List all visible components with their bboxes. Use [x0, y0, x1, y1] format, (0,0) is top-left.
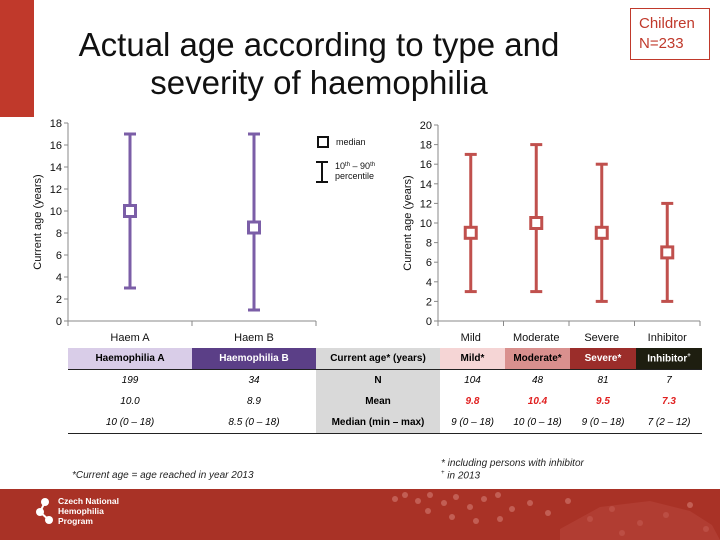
table-cell: 9.5	[596, 396, 610, 407]
y-tick-label: 20	[420, 120, 432, 132]
table-cell: 104	[464, 375, 481, 386]
y-tick-label: 8	[426, 238, 432, 250]
table-cell: 9 (0 – 18)	[570, 412, 636, 434]
badge-line-2: N=233	[639, 35, 684, 52]
charts-canvas: 0 2 4 6 8 10 12 14 16 18 Haem A Haem B Current age (…	[32, 118, 701, 344]
table-cell: 48	[531, 375, 544, 386]
table-cell: 9.8	[465, 396, 480, 407]
table-cell: 10.4	[527, 396, 548, 407]
header-haem-a: Haemophilia A	[68, 348, 192, 370]
y-tick-label: 16	[420, 159, 432, 171]
page-title: Actual age according to type and severit…	[34, 26, 604, 102]
footer-bar: Czech National Hemophilia Program	[0, 489, 720, 540]
title-line-1: Actual age according to type and	[78, 26, 560, 63]
header-moderate: Moderate*	[505, 348, 570, 370]
footnote-current-age: *Current age = age reached in year 2013	[72, 470, 254, 481]
y-tick-label: 18	[50, 118, 62, 130]
program-name: Czech National Hemophilia Program	[58, 496, 119, 526]
category-label: Mild	[461, 332, 481, 344]
header-haem-b: Haemophilia B	[192, 348, 316, 370]
y-tick-label: 6	[56, 250, 62, 262]
stats-table: Haemophilia A Haemophilia B Current age*…	[68, 348, 702, 434]
y-tick-label: 10	[420, 218, 432, 230]
program-logo-icon	[36, 498, 53, 524]
header-current-age: Current age* (years)	[316, 348, 440, 370]
table-cell: 8.5 (0 – 18)	[192, 412, 316, 434]
table-cell: 34	[248, 375, 260, 386]
y-tick-label: 16	[50, 140, 62, 152]
table-row-mean: 10.0 8.9 Mean 9.8 10.4 9.5 7.3	[68, 391, 702, 412]
table-cell: 9 (0 – 18)	[440, 412, 505, 434]
legend-percentile-line1: 10th – 90th	[335, 161, 375, 171]
right-chart-severity: 0 2 4 6 8 10 12 14 16 18 20 Mild Moderate Severe Inhib…	[402, 120, 701, 344]
row-label-n: N	[316, 369, 440, 391]
table-cell: 10 (0 – 18)	[505, 412, 570, 434]
table-row-median: 10 (0 – 18) 8.5 (0 – 18) Median (min – m…	[68, 412, 702, 434]
y-tick-label: 10	[50, 206, 62, 218]
median-marker	[247, 220, 261, 235]
median-marker	[594, 225, 609, 240]
percentile-legend-marker	[316, 161, 328, 183]
header-mild: Mild*	[440, 348, 505, 370]
median-marker	[660, 245, 675, 260]
category-label: Moderate	[513, 332, 559, 344]
table-row-n: 199 34 N 104 48 81 7	[68, 369, 702, 391]
badge-line-1: Children	[639, 15, 695, 32]
y-tick-label: 2	[56, 294, 62, 306]
table-cell: 81	[597, 375, 609, 386]
table-cell: 10 (0 – 18)	[68, 412, 192, 434]
title-line-2: severity of haemophilia	[150, 64, 488, 101]
y-tick-label: 0	[56, 316, 62, 328]
row-label-median: Median (min – max)	[316, 412, 440, 434]
median-marker	[123, 204, 137, 218]
y-axis-label: Current age (years)	[32, 174, 44, 269]
y-tick-label: 2	[426, 296, 432, 308]
accent-bar	[0, 0, 34, 117]
y-axis-label: Current age (years)	[402, 175, 414, 270]
footnote-including: * including persons with inhibitor	[441, 458, 584, 469]
legend-percentile-line2: percentile	[335, 171, 374, 181]
children-badge: Children N=233	[630, 8, 710, 60]
category-label: Severe	[584, 332, 619, 344]
header-inhibitor: Inhibitor+	[636, 348, 702, 370]
row-label-mean: Mean	[316, 391, 440, 412]
footnote-in-2013: + in 2013	[441, 470, 481, 482]
table-cell: 7	[666, 375, 672, 386]
y-tick-label: 18	[420, 140, 432, 152]
y-tick-label: 8	[56, 228, 62, 240]
category-label: Haem B	[234, 332, 274, 344]
table-cell: 199	[121, 375, 139, 386]
y-tick-label: 4	[56, 272, 62, 284]
y-tick-label: 4	[426, 277, 432, 289]
y-tick-label: 14	[420, 179, 432, 191]
median-legend-marker	[317, 136, 329, 148]
table-cell: 8.9	[247, 396, 261, 407]
legend-median-label: median	[336, 137, 366, 147]
table-cell: 7.3	[662, 396, 676, 407]
y-tick-label: 12	[420, 198, 432, 210]
y-tick-label: 6	[426, 257, 432, 269]
y-tick-label: 0	[426, 316, 432, 328]
median-marker	[529, 216, 544, 230]
table-header-row: Haemophilia A Haemophilia B Current age*…	[68, 348, 702, 370]
median-marker	[463, 225, 478, 240]
left-chart-type: 0 2 4 6 8 10 12 14 16 18 Haem A Haem B Current age (…	[32, 118, 317, 344]
table-cell: 7 (2 – 12)	[636, 412, 702, 434]
decorative-dots	[392, 492, 720, 540]
category-label: Haem A	[110, 332, 150, 344]
header-severe: Severe*	[570, 348, 636, 370]
y-tick-label: 12	[50, 184, 62, 196]
y-tick-label: 14	[50, 162, 62, 174]
category-label: Inhibitor	[648, 332, 687, 344]
table-cell: 10.0	[120, 396, 140, 407]
legend: median 10th – 90th percentile	[316, 136, 375, 183]
